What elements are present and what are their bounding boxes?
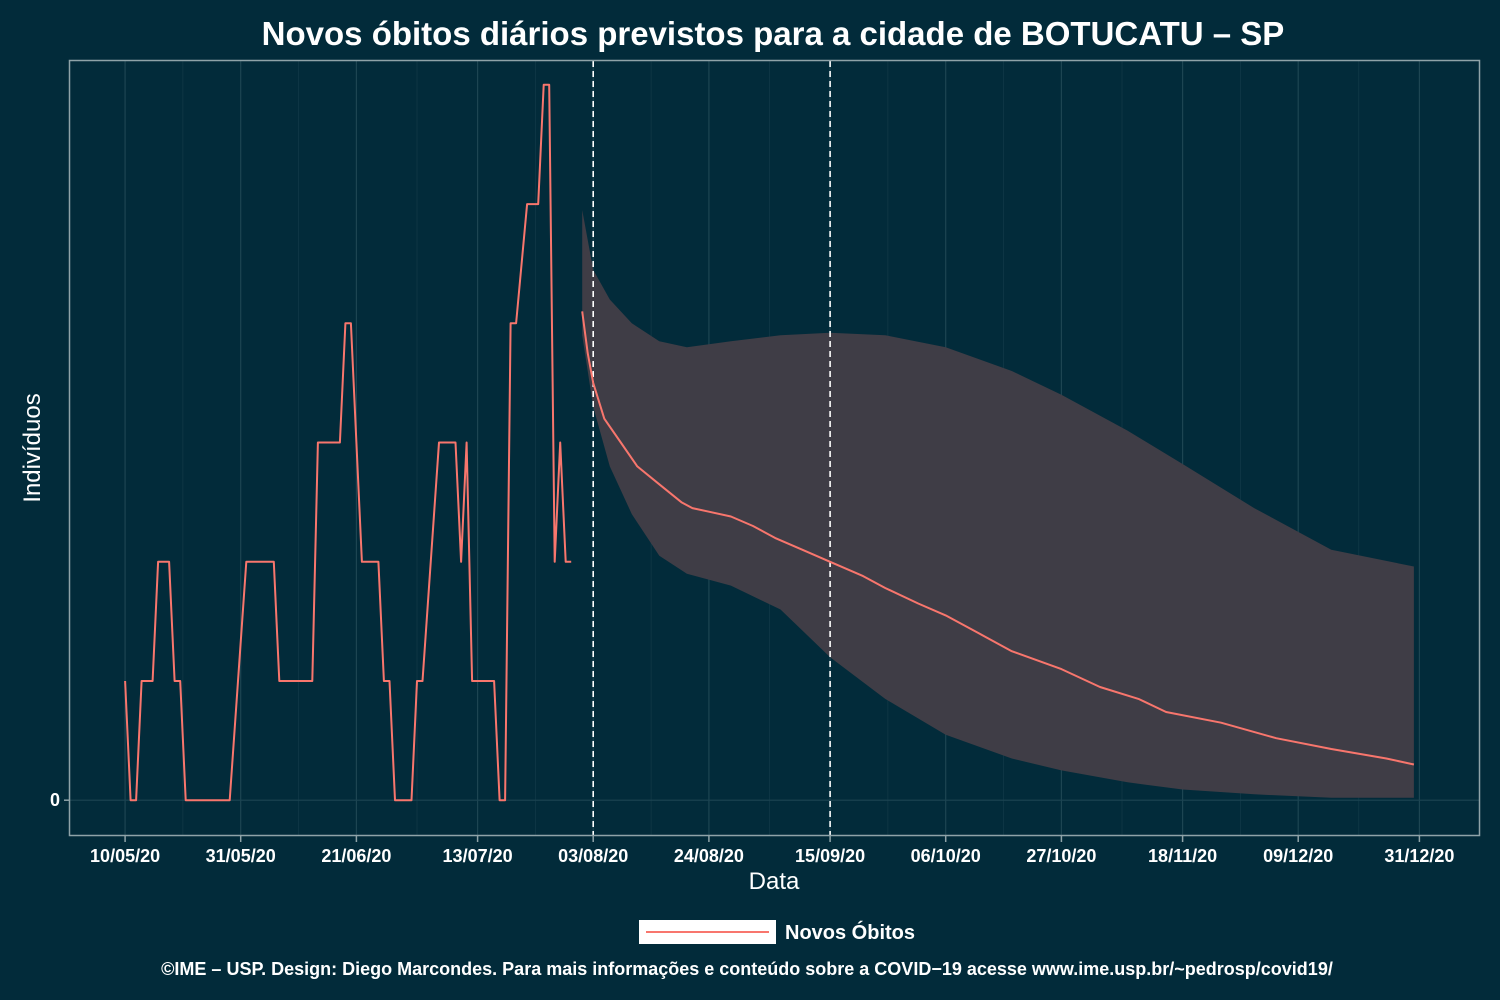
x-tick-label: 06/10/20 bbox=[911, 846, 981, 866]
x-tick-label: 24/08/20 bbox=[674, 846, 744, 866]
series-layer bbox=[124, 83, 1415, 802]
plot-panel bbox=[68, 59, 1481, 837]
x-tick-label: 03/08/20 bbox=[558, 846, 628, 866]
x-tick-label: 21/06/20 bbox=[321, 846, 391, 866]
x-tick-label: 18/11/20 bbox=[1148, 846, 1217, 866]
x-tick-label: 15/09/20 bbox=[795, 846, 865, 866]
x-tick-label: 10/05/20 bbox=[90, 846, 160, 866]
legend-label: Novos Óbitos bbox=[785, 920, 915, 944]
chart-title: Novos óbitos diários previstos para a ci… bbox=[262, 15, 1285, 52]
y-axis-ticks: 0 bbox=[50, 790, 70, 810]
reference-lines bbox=[592, 61, 831, 836]
caption: ©IME – USP. Design: Diego Marcondes. Par… bbox=[161, 959, 1333, 979]
y-tick-label: 0 bbox=[50, 790, 60, 810]
x-tick-label: 13/07/20 bbox=[443, 846, 513, 866]
x-tick-label: 09/12/20 bbox=[1263, 846, 1333, 866]
confidence-band-layer bbox=[582, 210, 1414, 798]
series-line-observed bbox=[124, 83, 572, 802]
x-axis-ticks: 10/05/20 31/05/20 21/06/20 13/07/20 03/08/20… bbox=[90, 836, 1454, 866]
legend: Novos Óbitos bbox=[639, 920, 915, 944]
x-tick-label: 31/05/20 bbox=[206, 846, 276, 866]
x-tick-label: 31/12/20 bbox=[1384, 846, 1454, 866]
y-axis-title: Indivíduos bbox=[19, 393, 46, 502]
confidence-band bbox=[582, 210, 1414, 798]
x-axis-title: Data bbox=[749, 868, 800, 895]
series-line-forecast bbox=[581, 311, 1415, 766]
plot-border bbox=[68, 59, 1481, 837]
x-tick-label: 27/10/20 bbox=[1026, 846, 1096, 866]
